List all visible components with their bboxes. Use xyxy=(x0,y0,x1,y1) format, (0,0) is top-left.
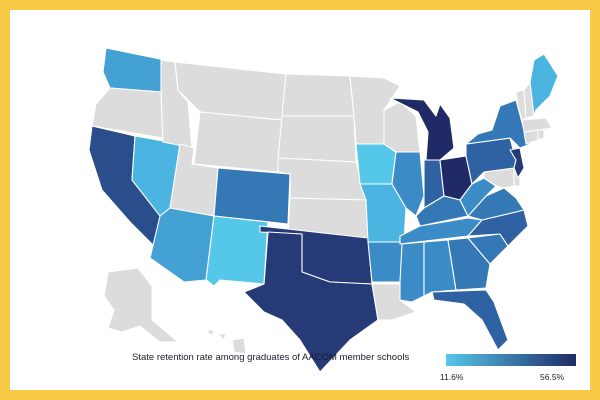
state-ak[interactable] xyxy=(103,267,179,343)
state-wa[interactable] xyxy=(102,47,166,93)
state-ne[interactable] xyxy=(277,157,367,201)
state-fl[interactable] xyxy=(431,289,509,351)
state-al[interactable] xyxy=(423,239,457,297)
states-layer xyxy=(88,47,559,373)
state-ma[interactable] xyxy=(521,117,553,133)
state-tx[interactable] xyxy=(243,231,379,373)
state-wy[interactable] xyxy=(193,111,283,173)
map-area: State retention rate among graduates of … xyxy=(20,20,600,400)
state-co[interactable] xyxy=(213,167,291,225)
state-nm[interactable] xyxy=(205,215,269,287)
state-ms[interactable] xyxy=(399,241,425,303)
state-ri[interactable] xyxy=(537,129,545,141)
state-vt[interactable] xyxy=(515,89,527,121)
us-choropleth-map xyxy=(88,47,559,373)
state-hi[interactable] xyxy=(205,329,247,355)
state-or[interactable] xyxy=(91,87,164,139)
state-mt[interactable] xyxy=(174,61,287,121)
state-ia[interactable] xyxy=(355,143,397,185)
state-sd[interactable] xyxy=(277,115,357,163)
state-ga[interactable] xyxy=(447,237,491,291)
state-mi[interactable] xyxy=(389,97,455,161)
state-ar[interactable] xyxy=(367,241,405,283)
state-me[interactable] xyxy=(529,53,559,117)
state-az[interactable] xyxy=(149,207,215,283)
state-nd[interactable] xyxy=(281,73,355,117)
